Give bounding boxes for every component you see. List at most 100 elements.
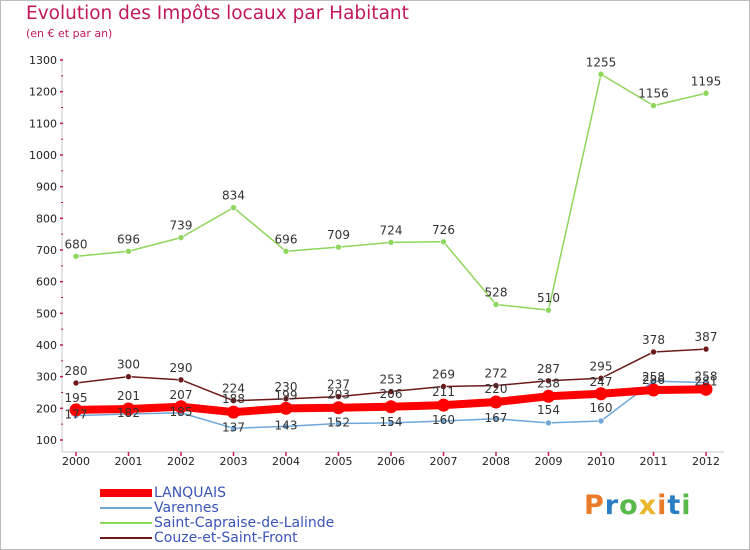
data-label: 281 xyxy=(695,375,718,389)
y-tick-label: 500 xyxy=(36,307,57,320)
data-point xyxy=(489,395,503,409)
data-point xyxy=(597,374,605,382)
data-label: 510 xyxy=(537,291,560,305)
proxiti-logo: Proxiti xyxy=(584,490,692,521)
data-point xyxy=(177,234,185,241)
legend-swatch xyxy=(100,522,152,524)
legend-label: Saint-Capraise-de-Lalinde xyxy=(154,515,335,531)
data-label: 137 xyxy=(222,420,245,434)
data-point xyxy=(335,243,342,251)
data-point xyxy=(437,398,450,412)
data-point xyxy=(282,423,290,430)
y-tick-label: 400 xyxy=(36,339,57,352)
data-point xyxy=(69,403,83,417)
legend-label: Couze-et-Saint-Front xyxy=(154,530,298,546)
data-label: 387 xyxy=(695,330,718,344)
data-label: 177 xyxy=(65,408,88,422)
y-tick-label: 700 xyxy=(36,244,57,257)
data-label: 211 xyxy=(432,385,455,399)
data-point xyxy=(440,417,447,425)
logo-letter: r xyxy=(604,490,620,521)
data-point xyxy=(492,415,500,423)
legend-item-varennes: Varennes xyxy=(100,500,219,516)
x-tick-label: 2003 xyxy=(220,455,248,468)
data-label: 696 xyxy=(117,232,140,246)
data-label: 188 xyxy=(222,392,245,406)
data-label: 258 xyxy=(695,369,718,383)
data-label: 143 xyxy=(275,418,298,432)
data-point xyxy=(335,420,342,427)
data-point xyxy=(440,383,447,390)
data-label: 160 xyxy=(590,401,613,415)
y-tick-label: 1100 xyxy=(29,117,57,130)
data-label: 724 xyxy=(380,223,403,237)
logo-letter: x xyxy=(638,490,658,521)
data-point xyxy=(650,102,657,109)
data-label: 182 xyxy=(117,406,140,420)
data-point xyxy=(227,405,240,419)
data-point xyxy=(122,402,135,416)
y-tick-label: 200 xyxy=(36,402,57,415)
y-tick-label: 1000 xyxy=(29,149,57,162)
y-tick-label: 300 xyxy=(36,371,57,384)
legend-label: Varennes xyxy=(154,500,219,516)
legend-swatch xyxy=(100,537,152,539)
legend-swatch xyxy=(100,489,152,497)
data-label: 269 xyxy=(432,367,455,381)
y-tick-label: 1300 xyxy=(29,54,57,67)
data-label: 237 xyxy=(327,378,350,392)
y-tick-label: 600 xyxy=(36,276,57,289)
data-point xyxy=(177,376,185,384)
data-point xyxy=(545,419,552,427)
data-label: 528 xyxy=(485,285,508,299)
x-tick-label: 2010 xyxy=(587,455,615,468)
data-point xyxy=(650,348,657,356)
data-label: 726 xyxy=(432,223,455,237)
data-point xyxy=(174,400,188,414)
data-label: 220 xyxy=(485,382,508,396)
data-label: 247 xyxy=(590,375,613,389)
data-point xyxy=(125,247,132,255)
data-point xyxy=(545,306,552,314)
data-point xyxy=(387,388,395,395)
data-label: 1195 xyxy=(691,74,722,88)
data-label: 378 xyxy=(642,333,665,347)
data-label: 287 xyxy=(537,362,560,376)
data-point xyxy=(387,239,395,246)
data-label: 280 xyxy=(65,364,88,378)
legend-item-saint-capraise: Saint-Capraise-de-Lalinde xyxy=(100,515,335,531)
logo-letter: P xyxy=(584,490,605,521)
legend-item-lanquais: LANQUAIS xyxy=(100,485,227,501)
data-point xyxy=(279,401,293,415)
y-tick-label: 100 xyxy=(36,434,57,447)
data-point xyxy=(545,377,552,385)
data-point xyxy=(282,247,290,255)
data-label: 709 xyxy=(327,228,350,242)
x-tick-label: 2000 xyxy=(62,455,90,468)
legend-item-couze: Couze-et-Saint-Front xyxy=(100,530,298,546)
data-point xyxy=(597,417,605,425)
x-tick-label: 2001 xyxy=(115,455,143,468)
data-label: 152 xyxy=(327,416,350,430)
logo-letter: o xyxy=(619,490,639,521)
x-tick-label: 2002 xyxy=(167,455,195,468)
x-tick-label: 2009 xyxy=(535,455,563,468)
legend-swatch xyxy=(100,507,152,509)
data-label: 167 xyxy=(485,411,508,425)
y-tick-label: 800 xyxy=(36,212,57,225)
data-point xyxy=(230,397,237,405)
data-label: 185 xyxy=(170,405,193,419)
data-point xyxy=(230,204,237,211)
data-label: 203 xyxy=(327,388,350,402)
data-label: 154 xyxy=(537,403,560,417)
data-point xyxy=(492,301,500,308)
data-label: 286 xyxy=(642,373,665,387)
data-point xyxy=(647,383,660,397)
data-label: 696 xyxy=(275,232,298,246)
data-label: 201 xyxy=(117,389,140,403)
data-point xyxy=(125,373,132,380)
data-point xyxy=(230,424,237,432)
data-label: 834 xyxy=(222,189,245,203)
legend-label: LANQUAIS xyxy=(154,485,227,501)
